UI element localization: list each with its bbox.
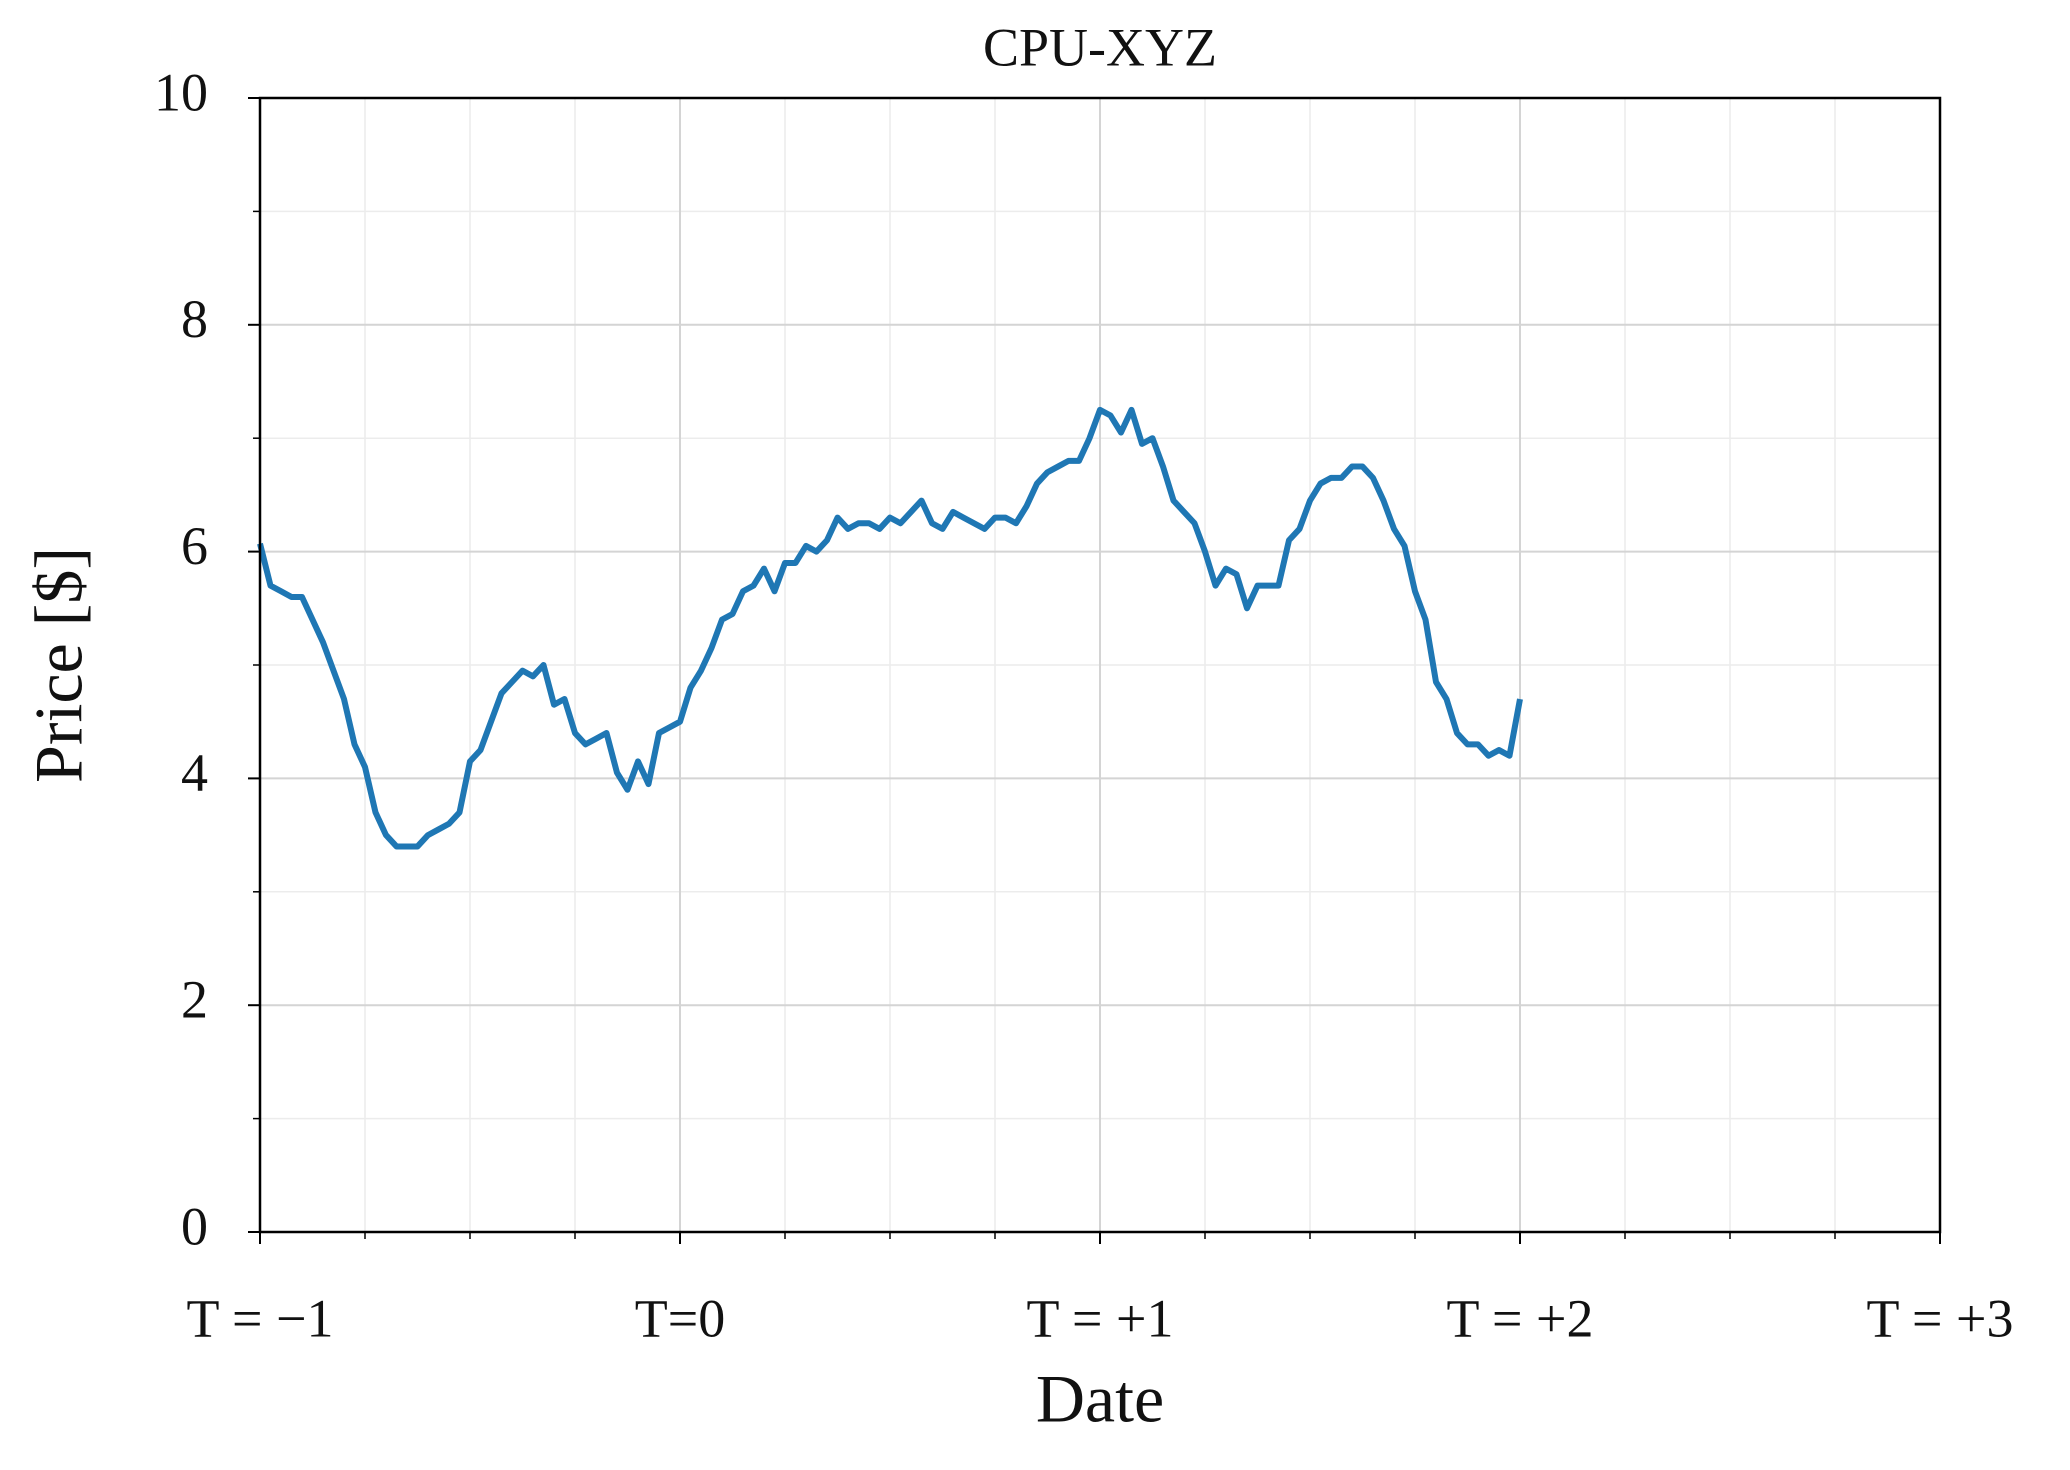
plot-frame xyxy=(258,96,1942,1234)
x-tick-label: T=0 xyxy=(635,1288,725,1348)
x-tick-label: T = −1 xyxy=(187,1288,334,1348)
x-tick-label: T = +1 xyxy=(1027,1288,1174,1348)
y-tick-label: 4 xyxy=(181,743,208,803)
y-axis-label: Price [$] xyxy=(21,547,97,783)
x-tick-label: T = +2 xyxy=(1447,1288,1594,1348)
chart-title: CPU-XYZ xyxy=(983,17,1217,77)
y-tick-label: 0 xyxy=(181,1196,208,1256)
x-axis-label: Date xyxy=(1036,1361,1164,1437)
x-tick-label: T = +3 xyxy=(1867,1288,2014,1348)
y-tick-label: 10 xyxy=(154,62,208,122)
y-tick-label: 6 xyxy=(181,516,208,576)
price-line xyxy=(257,406,1523,850)
y-tick-label: 8 xyxy=(181,289,208,349)
y-tick-label: 2 xyxy=(181,970,208,1030)
